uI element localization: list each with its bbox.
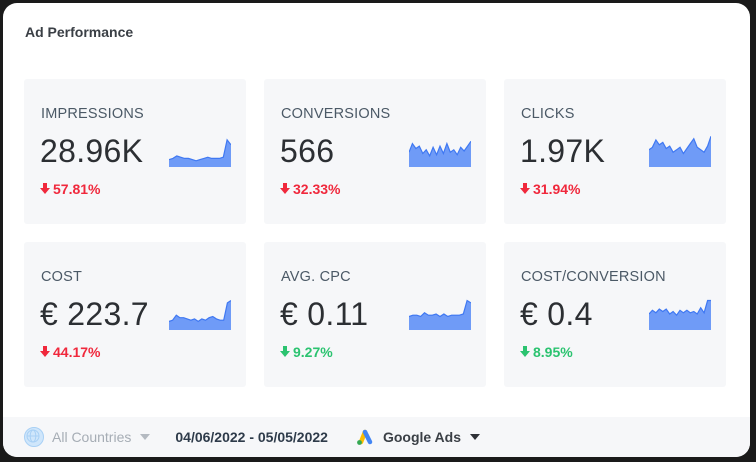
metric-card-cost-conversion: COST/CONVERSION € 0.4 8.95% [504,242,726,387]
sparkline-chart [169,138,231,167]
arrow-down-icon [520,183,530,194]
metric-card-conversions: CONVERSIONS 566 32.33% [264,79,486,224]
date-range-picker[interactable]: 04/06/2022 - 05/05/2022 [175,429,328,445]
metric-label: CONVERSIONS [281,106,391,122]
metric-value: 566 [280,133,335,169]
source-dropdown[interactable]: Google Ads [354,428,480,446]
metric-card-avg-cpc: AVG. CPC € 0.11 9.27% [264,242,486,387]
country-filter-dropdown[interactable]: All Countries [24,427,151,447]
arrow-down-icon [280,346,290,357]
metric-card-clicks: CLICKS 1.97K 31.94% [504,79,726,224]
metric-change-value: 32.33% [293,181,341,197]
arrow-down-icon [520,346,530,357]
metric-change: 32.33% [280,181,340,197]
metric-change: 31.94% [520,181,580,197]
metric-value: € 0.11 [280,296,369,332]
metric-change: 9.27% [280,344,333,360]
source-label: Google Ads [382,429,461,445]
metric-change-value: 31.94% [533,181,581,197]
metric-card-impressions: IMPRESSIONS 28.96K 57.81% [24,79,246,224]
chevron-down-icon [470,434,480,440]
filter-bar: All Countries 04/06/2022 - 05/05/2022 Go… [3,417,750,457]
metric-label: IMPRESSIONS [41,106,144,122]
metric-change-value: 57.81% [53,181,101,197]
sparkline-chart [649,299,711,330]
metric-card-cost: COST € 223.7 44.17% [24,242,246,387]
country-filter-label: All Countries [52,429,132,445]
metric-change-value: 44.17% [53,344,101,360]
sparkline-chart [409,299,471,330]
metric-value: 1.97K [520,133,606,169]
metric-label: CLICKS [521,106,575,122]
metric-change: 44.17% [40,344,100,360]
metric-value: 28.96K [40,133,144,169]
globe-icon [24,427,44,447]
metric-change: 57.81% [40,181,100,197]
metric-change: 8.95% [520,344,573,360]
arrow-down-icon [40,346,50,357]
sparkline-chart [169,300,231,330]
metric-change-value: 8.95% [533,344,573,360]
metric-label: COST [41,269,83,285]
metric-value: € 223.7 [40,296,149,332]
metric-value: € 0.4 [520,296,593,332]
metric-change-value: 9.27% [293,344,333,360]
sparkline-chart [409,140,471,167]
arrow-down-icon [40,183,50,194]
arrow-down-icon [280,183,290,194]
sparkline-chart [649,136,711,167]
google-ads-logo-icon [357,429,373,445]
metric-label: AVG. CPC [281,269,351,285]
ad-performance-widget: Ad Performance IMPRESSIONS 28.96K 57.81% CO… [3,3,750,457]
chevron-down-icon [140,434,151,440]
metric-label: COST/CONVERSION [521,269,666,285]
widget-title: Ad Performance [25,24,134,40]
